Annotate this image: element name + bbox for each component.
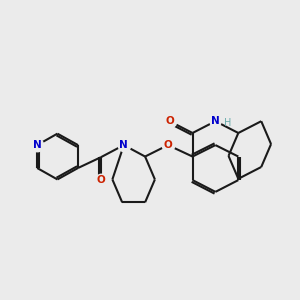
- Text: O: O: [165, 116, 174, 126]
- Text: N: N: [119, 140, 128, 150]
- Text: O: O: [164, 140, 172, 150]
- Text: N: N: [33, 140, 41, 150]
- Text: O: O: [97, 175, 105, 185]
- Text: N: N: [211, 116, 220, 126]
- Text: H: H: [224, 118, 232, 128]
